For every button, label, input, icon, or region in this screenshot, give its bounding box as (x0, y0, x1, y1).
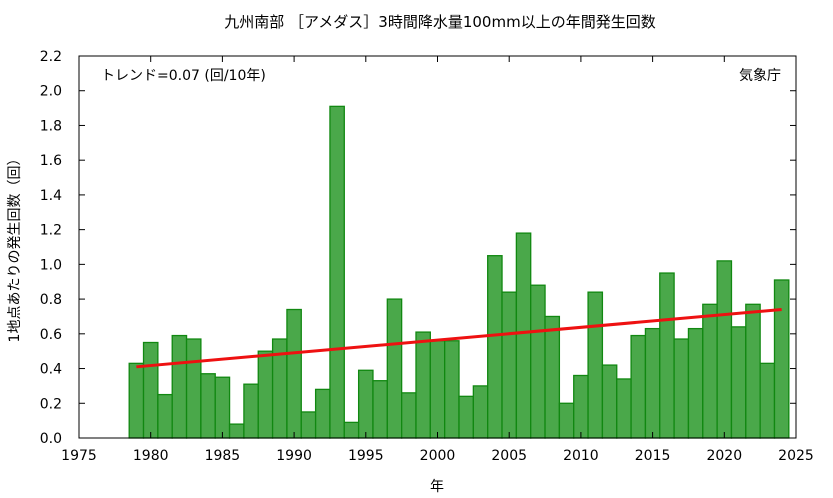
bar-1987 (243, 383, 259, 439)
bar-1999 (415, 331, 431, 439)
bar-2002 (458, 395, 475, 439)
x-tick-label: 1975 (61, 448, 97, 464)
bar-2007 (530, 284, 546, 439)
bar-1996 (372, 380, 388, 439)
x-tick-label: 2010 (563, 448, 599, 464)
bar-2014 (630, 334, 647, 439)
y-tick-label: 0.6 (40, 327, 62, 343)
bars-group (128, 105, 790, 439)
bar-2013 (616, 378, 632, 439)
trend-line (136, 308, 782, 369)
y-tick-label: 0.4 (40, 362, 62, 378)
x-tick-label: 1995 (348, 448, 384, 464)
plot-frame (78, 55, 797, 439)
source-label: 気象庁 (739, 68, 781, 84)
bar-1991 (300, 411, 317, 439)
bar-2008 (544, 315, 561, 439)
bar-2024 (773, 279, 790, 439)
trend-group (136, 308, 782, 369)
bar-2005 (501, 291, 518, 439)
x-axis-label: 年 (430, 479, 444, 495)
bar-2012 (601, 364, 618, 439)
x-tick-label: 2015 (635, 448, 671, 464)
y-axis-label: 1地点あたりの発生回数（回） (7, 152, 23, 343)
y-tick-label: 0.2 (40, 396, 62, 412)
x-tick-label: 1980 (133, 448, 169, 464)
y-tick-label: 1.2 (40, 223, 62, 239)
bar-2011 (587, 291, 604, 439)
bar-1981 (157, 393, 173, 439)
bar-1983 (185, 338, 202, 439)
bar-2016 (659, 272, 675, 439)
bar-2001 (444, 340, 460, 439)
y-tick-label: 0.8 (40, 292, 62, 308)
x-tick-label: 2005 (491, 448, 527, 464)
trend-annotation: トレンド=0.07 (回/10年) (101, 68, 266, 84)
ticks-group: 1975 1980 1985 1990 1995 2000 2005 2010 2015 2020… (40, 49, 814, 464)
chart-title: 九州南部 ［アメダス］3時間降水量100mm以上の年間発生回数 (224, 13, 655, 31)
bar-2003 (472, 385, 489, 439)
bar-1997 (386, 298, 403, 439)
bar-2017 (673, 338, 690, 439)
bar-2023 (759, 362, 776, 439)
bar-2020 (716, 260, 733, 439)
y-tick-label: 2.0 (40, 84, 62, 100)
y-tick-label: 2.2 (40, 49, 62, 65)
bar-2000 (429, 340, 446, 439)
bar-1998 (400, 392, 417, 439)
bar-2019 (702, 303, 718, 439)
bar-2009 (558, 402, 575, 439)
bar-2018 (687, 327, 704, 439)
y-tick-label: 1.6 (40, 153, 62, 169)
x-tick-label: 2020 (706, 448, 742, 464)
bar-1986 (228, 423, 245, 439)
bar-1993 (329, 105, 345, 439)
bar-1980 (142, 341, 159, 439)
x-tick-label: 2000 (420, 448, 456, 464)
bar-1982 (171, 334, 188, 439)
bar-1985 (214, 376, 231, 439)
y-tick-label: 1.0 (40, 257, 62, 273)
bar-2010 (573, 374, 589, 439)
y-tick-label: 1.4 (40, 188, 62, 204)
bar-2006 (515, 232, 532, 439)
x-tick-label: 2025 (778, 448, 814, 464)
bar-1979 (128, 362, 145, 439)
x-tick-label: 1990 (276, 448, 312, 464)
bar-1994 (343, 421, 360, 439)
y-tick-label: 0.0 (40, 431, 62, 447)
bar-1988 (257, 350, 274, 439)
bar-2022 (745, 303, 761, 439)
bar-1995 (357, 369, 374, 439)
bar-1992 (314, 388, 331, 439)
y-tick-label: 1.8 (40, 118, 62, 134)
bar-1984 (200, 373, 216, 439)
x-tick-label: 1985 (205, 448, 241, 464)
bar-2015 (644, 327, 661, 439)
bar-2021 (730, 326, 747, 439)
bar-1990 (286, 308, 302, 439)
bar-2004 (487, 255, 503, 439)
